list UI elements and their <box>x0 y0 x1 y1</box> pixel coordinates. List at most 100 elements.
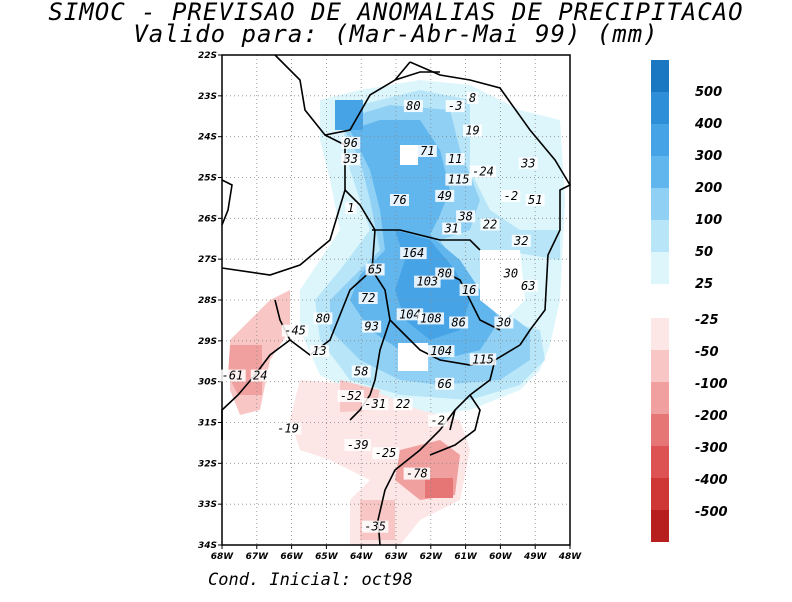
anomaly-value-label: 71 <box>420 144 434 158</box>
legend-label: -25 <box>695 313 719 328</box>
value-label-bg <box>511 234 531 247</box>
value-label-bg <box>445 153 465 166</box>
value-label-bg <box>414 275 441 288</box>
x-tick-label: 49W <box>523 552 548 562</box>
legend-label: -100 <box>695 377 728 392</box>
anomaly-value-label: 80 <box>406 99 420 113</box>
anomaly-value-label: 32 <box>513 234 528 248</box>
anomaly-value-label: -2 <box>431 414 445 428</box>
anomaly-value-label: 24 <box>253 369 267 383</box>
longitude-ticks: 68W 67W 66W 65W 64W 63W 62W 61W 60W 49W 48W <box>211 545 583 562</box>
anomaly-value-label: 49 <box>437 189 451 203</box>
anomaly-value-label: 108 <box>420 311 442 325</box>
legend-swatch <box>651 188 669 220</box>
value-label-bg <box>219 369 246 382</box>
anomaly-value-label: 104 <box>399 307 421 321</box>
anomaly-value-label: 96 <box>344 136 358 150</box>
y-tick-label: 26S <box>198 214 217 224</box>
value-label-bg <box>400 247 427 260</box>
anomaly-value-label: 164 <box>403 246 425 260</box>
legend-label: 300 <box>695 149 722 164</box>
value-label-bg <box>494 316 514 329</box>
value-label-bg <box>309 345 329 358</box>
value-label-bg <box>358 292 378 304</box>
value-label-bg <box>362 320 382 333</box>
anomaly-value-label: 33 <box>520 156 535 170</box>
value-label-bg <box>501 189 521 202</box>
anomaly-value-label: 13 <box>312 344 326 358</box>
anomaly-value-label: 1 <box>347 201 354 215</box>
value-label-bg <box>480 218 500 231</box>
anomaly-value-label: -2 <box>504 189 518 203</box>
y-tick-label: 31S <box>198 419 217 429</box>
y-tick-label: 29S <box>198 337 217 347</box>
value-label-bg <box>417 312 445 325</box>
value-label-bg <box>466 91 479 104</box>
anomaly-value-label: 80 <box>437 267 451 281</box>
value-label-bg <box>393 398 413 411</box>
anomaly-value-label: -78 <box>406 467 428 481</box>
legend-label: 25 <box>695 277 713 292</box>
anomaly-value-label: -39 <box>347 438 369 452</box>
legend-negative-scale: -25 -50 -100 -200 -300 -400 -500 <box>651 313 728 542</box>
x-tick-label: 48W <box>558 552 583 562</box>
anomaly-value-label: 22 <box>396 397 410 411</box>
anomaly-value-label: 11 <box>448 152 462 166</box>
anomaly-value-label: -31 <box>364 397 386 411</box>
value-label-bg <box>501 267 521 280</box>
y-tick-label: 34S <box>198 541 217 551</box>
legend-label: 200 <box>695 181 722 196</box>
legend-label: 50 <box>695 245 713 260</box>
anomaly-value-label: 22 <box>483 218 497 232</box>
anomaly-value-label: -45 <box>284 324 306 338</box>
anomaly-value-label: 66 <box>437 377 451 391</box>
y-tick-label: 27S <box>198 255 217 265</box>
anomaly-value-label: 58 <box>354 365 368 379</box>
value-label-bg <box>341 153 361 166</box>
anomaly-value-label: 38 <box>457 209 472 223</box>
value-label-bg <box>403 100 423 113</box>
legend-swatch <box>651 446 669 478</box>
legend-label: -200 <box>695 409 728 424</box>
value-label-bg <box>313 312 333 325</box>
value-label-bg <box>361 398 389 411</box>
value-label-bg <box>365 263 385 276</box>
value-label-bg <box>442 222 462 235</box>
value-label-bg <box>445 100 465 113</box>
value-label-bg <box>449 316 469 329</box>
x-tick-label: 64W <box>350 552 374 562</box>
value-label-bg <box>389 194 409 206</box>
x-tick-label: 65W <box>315 552 339 562</box>
anomaly-value-label: 80 <box>316 311 330 325</box>
anomaly-value-label: 33 <box>343 152 358 166</box>
y-tick-label: 24S <box>198 133 217 143</box>
anomaly-value-label: -61 <box>222 369 244 383</box>
latitude-ticks: 22S 23S 24S 25S 26S 27S 28S 29S 30S 31S 32S 33S 34S <box>198 51 222 551</box>
legend-label: 400 <box>694 117 722 132</box>
anomaly-value-label: -35 <box>364 520 386 534</box>
value-label-bg <box>518 157 538 170</box>
x-tick-label: 68W <box>211 552 235 562</box>
x-tick-label: 66W <box>280 552 304 562</box>
value-label-bg <box>428 414 448 427</box>
value-label-bg <box>463 124 483 137</box>
legend-swatch <box>651 60 669 92</box>
legend-swatch <box>651 414 669 446</box>
legend-positive-scale: 500 400 300 200 100 50 25 <box>651 60 722 292</box>
legend-swatch <box>651 124 669 156</box>
anomaly-value-label: 93 <box>364 320 378 334</box>
anomaly-value-label: 30 <box>503 267 518 281</box>
legend-label: -500 <box>695 505 728 520</box>
anomaly-value-label: 115 <box>472 352 494 366</box>
legend-swatch <box>651 382 669 414</box>
y-tick-label: 32S <box>198 459 217 469</box>
value-label-bg <box>361 520 389 533</box>
value-label-bg <box>525 194 545 206</box>
anomaly-value-label: 30 <box>496 316 511 330</box>
x-tick-label: 60W <box>489 552 513 562</box>
y-tick-label: 30S <box>198 378 217 388</box>
anomaly-value-label: 19 <box>465 124 479 138</box>
legend-swatch <box>651 220 669 252</box>
